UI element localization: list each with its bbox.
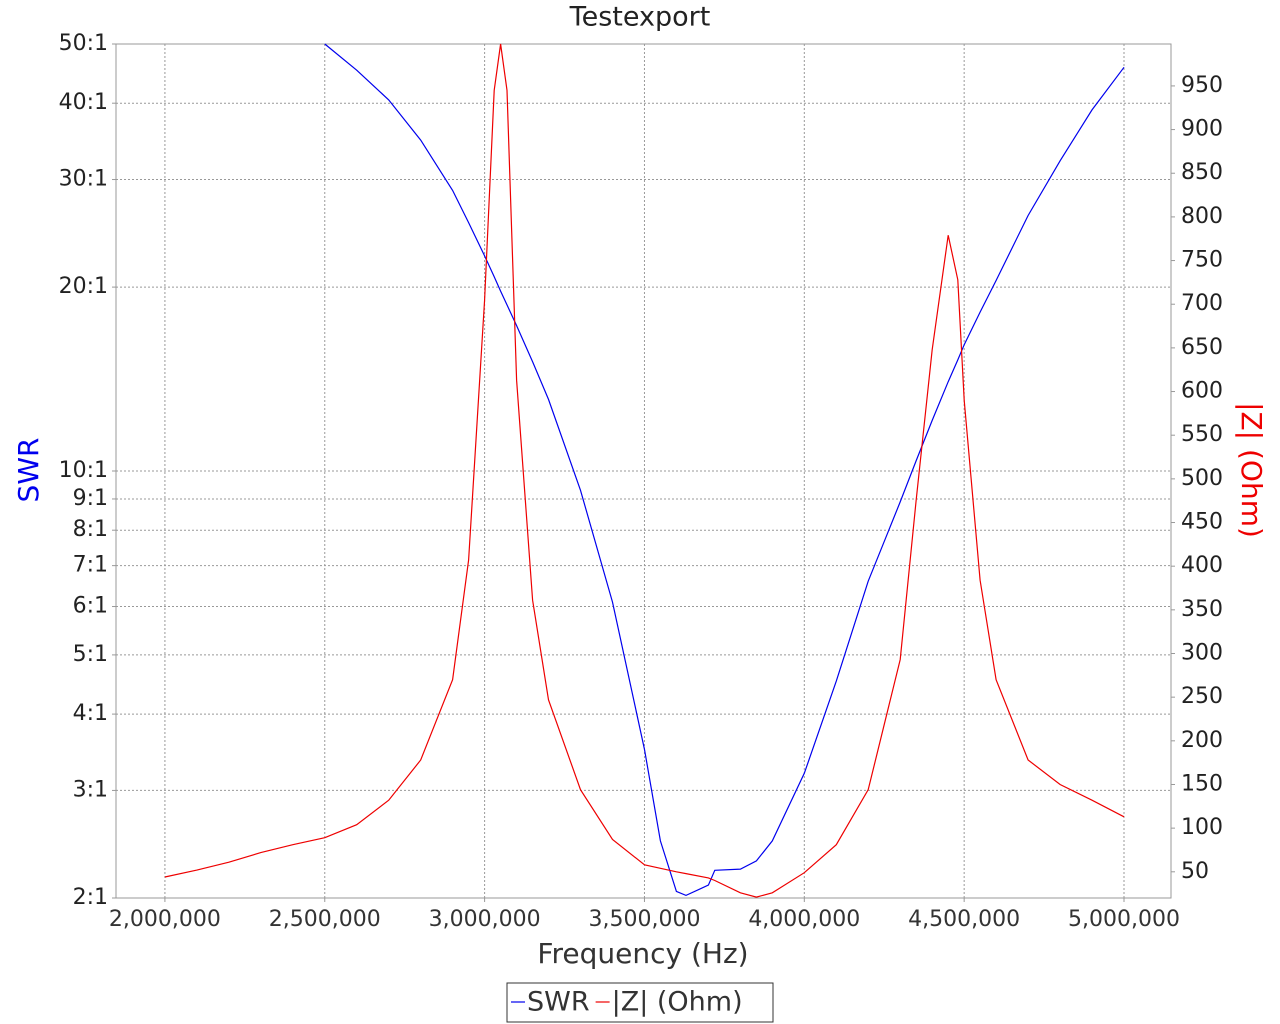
y-tick-label: 7:1 (73, 553, 108, 578)
y-tick-label: 8:1 (73, 517, 108, 542)
y2-tick-label: 600 (1181, 379, 1223, 404)
y2-tick-label: 750 (1181, 248, 1223, 273)
x-tick-label: 3,500,000 (588, 907, 700, 932)
y2-tick-label: 50 (1181, 859, 1209, 884)
y-tick-label: 10:1 (59, 458, 108, 483)
y2-tick-label: 200 (1181, 728, 1223, 753)
y2-tick-label: 350 (1181, 597, 1223, 622)
x-tick-label: 4,500,000 (908, 907, 1020, 932)
x-axis-label: Frequency (Hz) (537, 937, 748, 970)
y2-tick-label: 700 (1181, 291, 1223, 316)
plot-area (115, 43, 1172, 899)
legend (506, 982, 774, 1023)
y2-tick-label: 300 (1181, 641, 1223, 666)
y2-tick-label: 800 (1181, 204, 1223, 229)
y-tick-label: 3:1 (73, 777, 108, 802)
y-tick-label: 30:1 (59, 167, 108, 192)
line-series (164, 43, 1125, 898)
y2-tick-label: 850 (1181, 160, 1223, 185)
legend-label: SWR (527, 987, 590, 1018)
y2-axis-label: |Z| (Ohm) (1235, 402, 1268, 538)
y-tick-label: 5:1 (73, 642, 108, 667)
y2-tick-label: 100 (1181, 815, 1223, 840)
y2-tick-label: 500 (1181, 466, 1223, 491)
y-tick-label: 6:1 (73, 594, 108, 619)
chart-title: Testexport (569, 2, 711, 33)
y-tick-label: 2:1 (73, 885, 108, 910)
y-tick-label: 40:1 (59, 90, 108, 115)
x-tick-label: 2,000,000 (109, 907, 221, 932)
y2-tick-label: 650 (1181, 335, 1223, 360)
y-tick-label: 50:1 (59, 31, 108, 56)
x-tick-label: 5,000,000 (1068, 907, 1180, 932)
y-axis-label: SWR (12, 438, 45, 503)
legend-label: |Z| (Ohm) (612, 987, 743, 1018)
y2-tick-label: 400 (1181, 553, 1223, 578)
x-tick-label: 3,000,000 (429, 907, 541, 932)
y-tick-label: 20:1 (59, 274, 108, 299)
y2-tick-label: 900 (1181, 117, 1223, 142)
y2-tick-label: 450 (1181, 510, 1223, 535)
y2-tick-label: 250 (1181, 684, 1223, 709)
y-tick-label: 9:1 (73, 486, 108, 511)
x-tick-label: 2,500,000 (269, 907, 381, 932)
y2-tick-label: 550 (1181, 422, 1223, 447)
y2-tick-label: 150 (1181, 771, 1223, 796)
y-tick-label: 4:1 (73, 701, 108, 726)
y2-tick-label: 950 (1181, 73, 1223, 98)
x-tick-label: 4,000,000 (748, 907, 860, 932)
